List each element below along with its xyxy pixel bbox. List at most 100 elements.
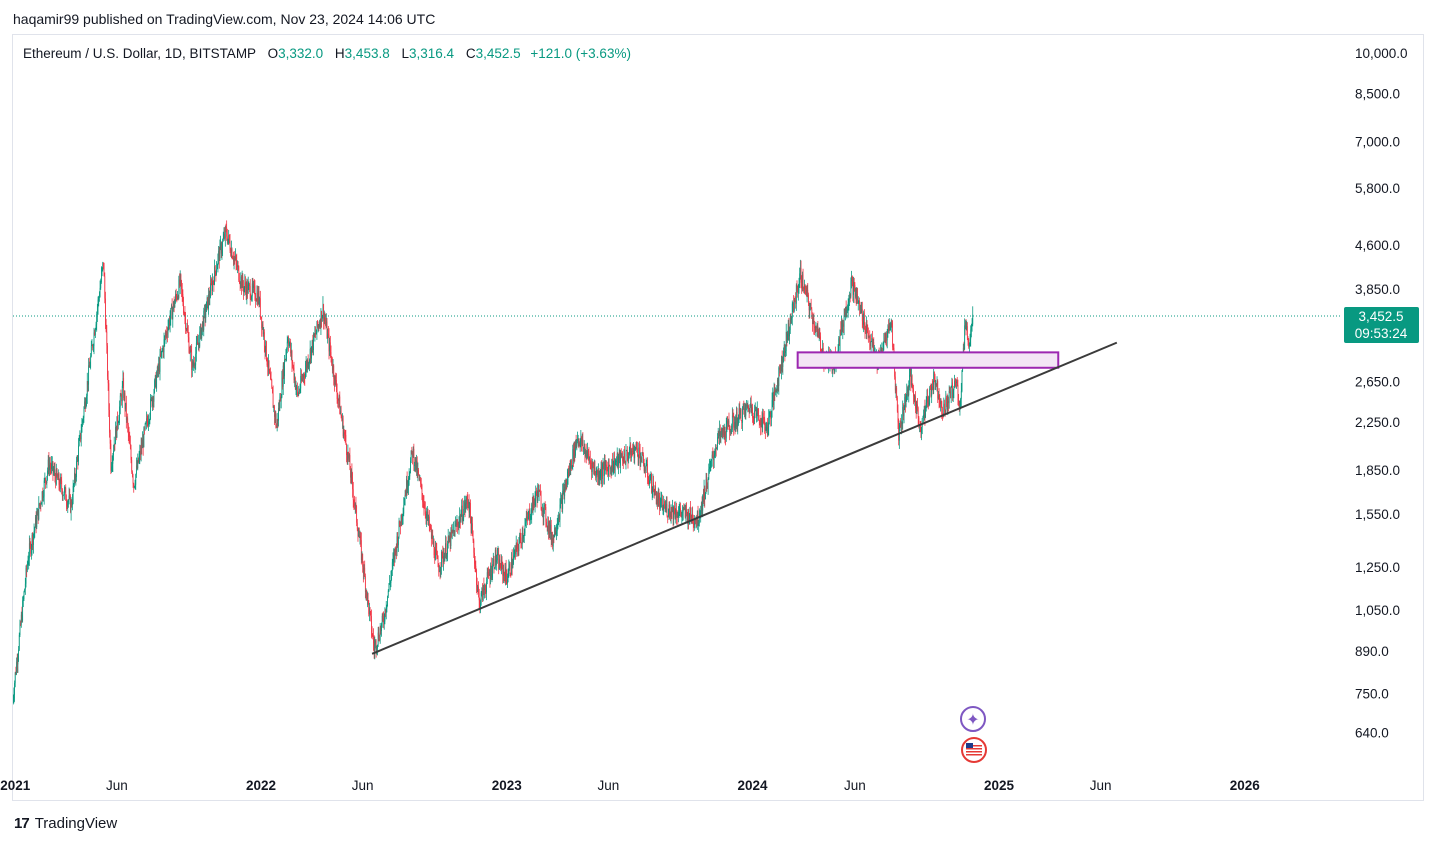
candle-body — [432, 534, 434, 544]
candle-body — [327, 333, 329, 339]
candle-body — [613, 458, 615, 468]
candle-body — [705, 479, 707, 493]
candle-body — [950, 385, 952, 399]
candle-body — [884, 340, 885, 342]
candle-body — [694, 520, 696, 522]
candle-body — [241, 276, 243, 289]
candle-body — [933, 371, 935, 377]
candle-body — [579, 443, 580, 447]
candle-body — [266, 359, 268, 366]
candle-body — [16, 661, 17, 674]
candle-body — [375, 640, 376, 645]
candle-body — [542, 510, 544, 517]
change-value: +121.0 (+3.63%) — [530, 46, 631, 61]
candle-body — [529, 518, 531, 521]
candle-body — [859, 305, 861, 311]
candle-body — [594, 467, 596, 474]
candle-body — [911, 375, 912, 386]
symbol-title: Ethereum / U.S. Dollar, 1D, BITSTAMP — [23, 46, 256, 61]
candle-body — [856, 294, 858, 300]
candle-body — [263, 332, 265, 347]
candle-body — [788, 323, 790, 337]
candle-body — [894, 376, 896, 391]
candle-body — [858, 301, 860, 303]
candle-body — [843, 315, 845, 327]
chart-frame[interactable] — [12, 34, 1424, 801]
candle-body — [57, 475, 59, 480]
candle-body — [388, 583, 390, 592]
candle-body — [787, 333, 788, 340]
candle-body — [621, 457, 623, 458]
candle-body — [797, 289, 799, 293]
candle-body — [542, 510, 543, 512]
high-label: H — [334, 46, 345, 61]
x-tick-label: 2026 — [1230, 778, 1261, 793]
candle-body — [25, 568, 27, 584]
candle-body — [139, 450, 141, 457]
candle-body — [102, 262, 104, 269]
candle-body — [111, 466, 112, 471]
candle-body — [598, 470, 600, 480]
x-tick-label: Jun — [844, 778, 866, 793]
candle-body — [76, 458, 78, 462]
candle-body — [409, 472, 411, 477]
candle-body — [317, 325, 319, 327]
candle-body — [267, 365, 269, 368]
candle-body — [368, 600, 370, 614]
candle-body — [926, 396, 928, 403]
candle-body — [311, 340, 313, 347]
candle-body — [105, 298, 106, 326]
candle-body — [561, 497, 563, 509]
candle-body — [19, 623, 21, 636]
candle-body — [183, 304, 184, 314]
candle-body — [568, 465, 570, 477]
candle-body — [215, 270, 217, 275]
candle-body — [485, 591, 487, 593]
candle-body — [420, 483, 422, 486]
candle-body — [612, 459, 613, 472]
candle-body — [92, 345, 94, 348]
us-flag-icon[interactable] — [961, 737, 987, 763]
candle-body — [221, 249, 223, 254]
candle-body — [108, 383, 110, 411]
tradingview-logo[interactable]: 17 TradingView — [14, 815, 117, 832]
candle-body — [717, 437, 718, 448]
candle-body — [583, 446, 585, 448]
candle-body — [816, 326, 818, 329]
candle-body — [316, 321, 318, 333]
candle-body — [765, 426, 767, 431]
candle-body — [611, 459, 613, 474]
candle-body — [447, 536, 449, 544]
candle-body — [486, 581, 487, 592]
candle-body — [558, 517, 560, 523]
candle-body — [956, 382, 957, 384]
candle-body — [869, 336, 871, 343]
candle-body — [212, 281, 214, 282]
candle-body — [817, 326, 819, 332]
candle-body — [852, 278, 854, 295]
candle-body — [612, 467, 614, 472]
candle-body — [507, 579, 508, 584]
candle-body — [358, 535, 360, 538]
candle-body — [625, 450, 627, 464]
candle-body — [670, 507, 672, 517]
candle-body — [141, 445, 143, 449]
candle-body — [923, 414, 924, 417]
candle-body — [401, 514, 403, 520]
candle-body — [167, 333, 168, 335]
trendline[interactable] — [371, 341, 1118, 655]
candle-body — [218, 250, 220, 261]
candle-body — [217, 255, 219, 266]
candle-body — [380, 628, 382, 631]
candle-body — [945, 397, 947, 411]
candle-body — [888, 323, 890, 332]
candle-body — [686, 513, 688, 523]
candle-body — [447, 543, 448, 555]
support-zone[interactable] — [796, 351, 1060, 369]
candle-body — [210, 283, 212, 285]
candle-body — [917, 408, 919, 418]
candle-body — [733, 422, 735, 428]
candle-body — [812, 317, 814, 324]
sparkle-icon[interactable] — [960, 706, 986, 732]
